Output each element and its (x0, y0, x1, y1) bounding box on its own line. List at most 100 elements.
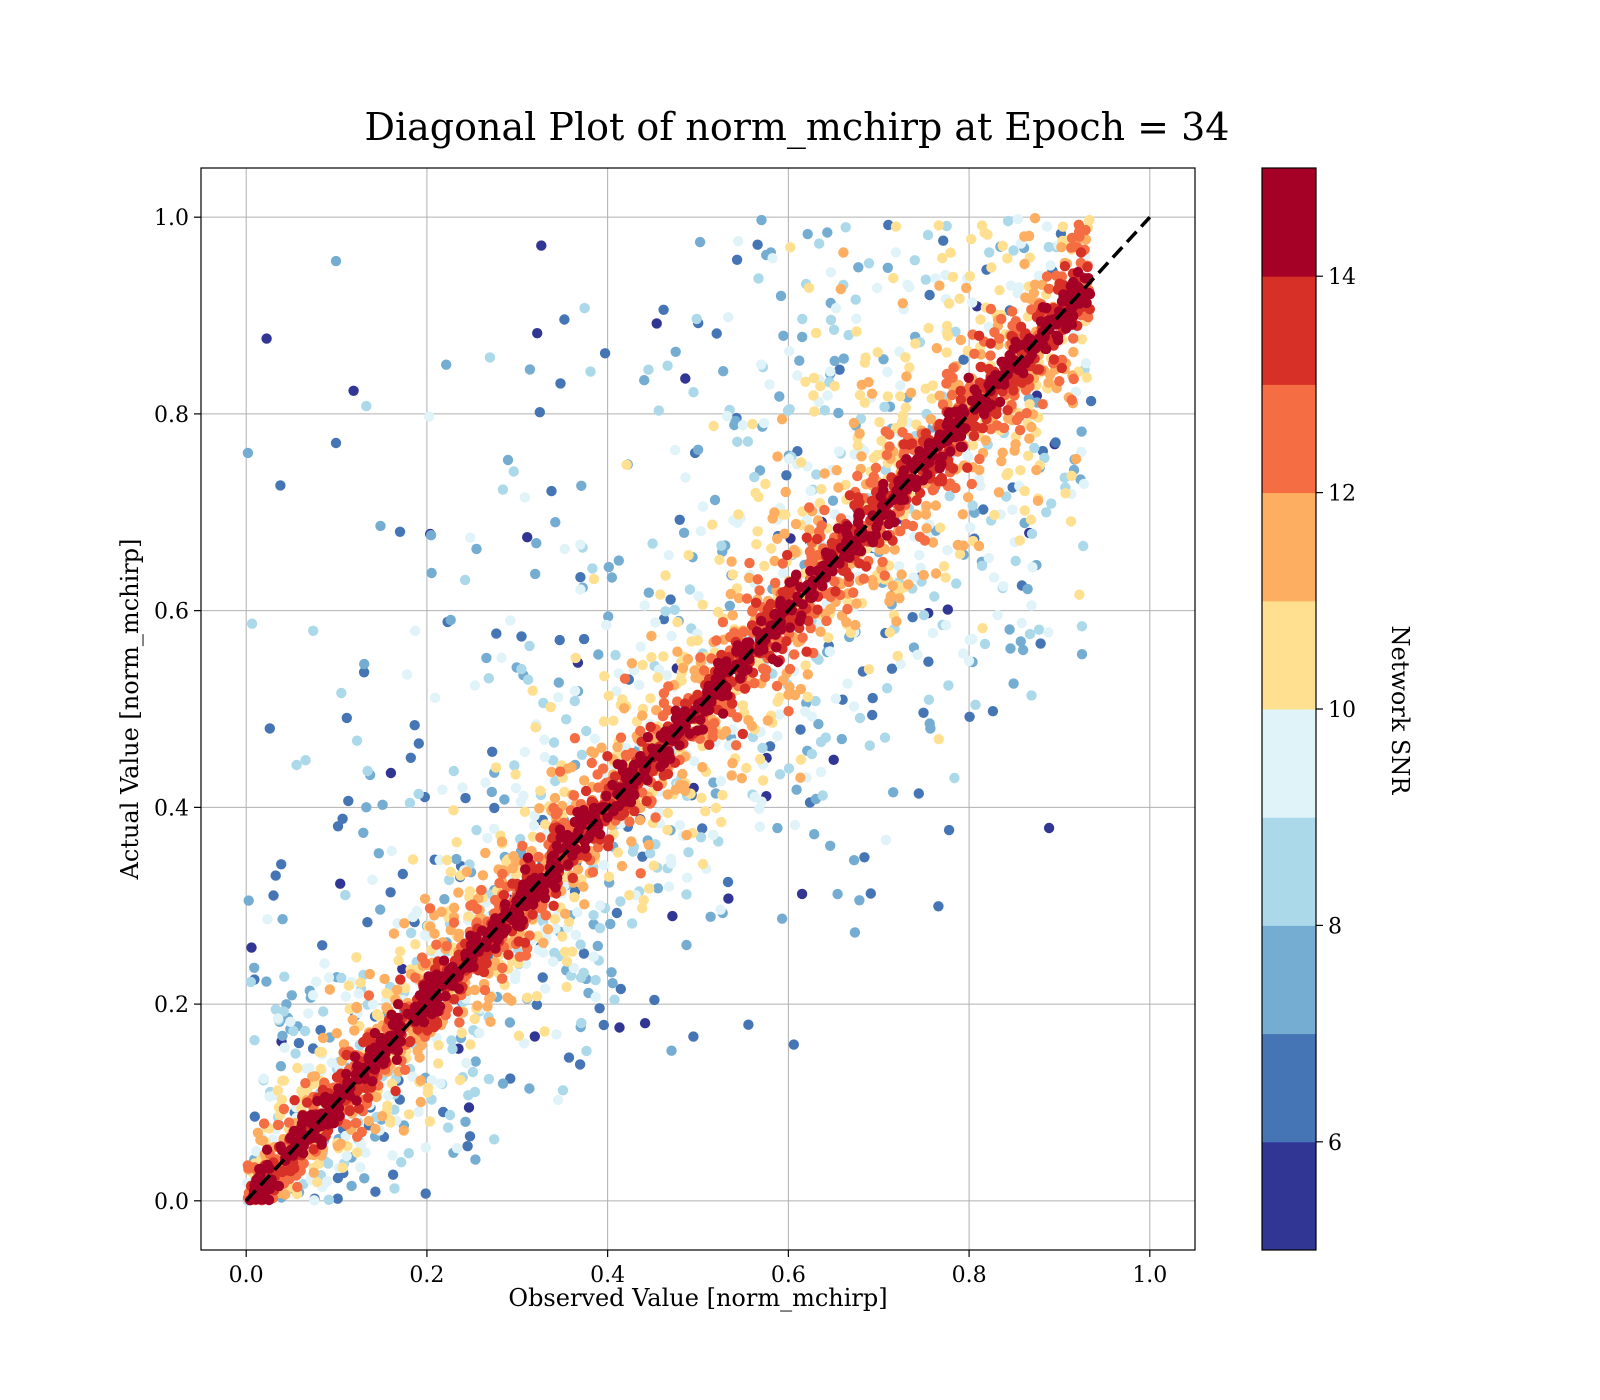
scatter-point (326, 1057, 337, 1068)
scatter-point (816, 520, 827, 531)
colorbar-segment (1262, 817, 1316, 926)
scatter-point (548, 737, 560, 748)
scatter-point (733, 509, 744, 520)
scatter-point (1015, 465, 1026, 476)
scatter-point (439, 894, 450, 905)
scatter-point (643, 587, 654, 598)
scatter-point (539, 734, 550, 745)
scatter-point (531, 991, 543, 1002)
scatter-point (933, 476, 944, 487)
scatter-point (497, 868, 508, 880)
scatter-point (838, 353, 849, 364)
scatter-point (454, 1074, 466, 1086)
scatter-point (1075, 247, 1087, 258)
scatter-point (737, 700, 749, 711)
scatter-point (922, 469, 933, 480)
scatter-point (353, 988, 364, 999)
scatter-point (616, 759, 628, 770)
scatter-point (254, 1163, 265, 1175)
scatter-point (462, 1141, 473, 1152)
scatter-point (601, 619, 612, 631)
scatter-point (435, 1078, 446, 1089)
scatter-point (469, 1013, 480, 1025)
scatter-point (521, 992, 533, 1003)
scatter-point (1007, 504, 1018, 515)
scatter-point (859, 357, 871, 368)
scatter-point (311, 976, 322, 987)
scatter-point (752, 526, 763, 537)
scatter-point (1031, 464, 1042, 476)
scatter-point (643, 364, 654, 375)
scatter-point (920, 274, 931, 285)
scatter-point (598, 860, 610, 871)
scatter-point (1002, 253, 1013, 264)
scatter-point (753, 646, 765, 657)
scatter-point (760, 478, 771, 490)
scatter-point (662, 360, 673, 371)
scatter-point (609, 994, 620, 1005)
scatter-point (693, 591, 704, 602)
scatter-point (579, 899, 590, 910)
scatter-point (385, 887, 396, 898)
scatter-point (367, 999, 379, 1010)
scatter-point (1012, 287, 1023, 299)
y-axis-ticks: 0.00.20.40.60.81.0 (154, 206, 201, 1215)
scatter-point (575, 939, 586, 950)
scatter-point (555, 378, 566, 389)
scatter-point (1068, 276, 1079, 288)
scatter-point (377, 1111, 388, 1122)
scatter-point (405, 752, 416, 763)
scatter-point (510, 973, 521, 985)
scatter-point (771, 642, 782, 653)
scatter-point (531, 538, 542, 549)
scatter-point (1005, 643, 1016, 654)
scatter-point (323, 972, 335, 983)
scatter-point (884, 441, 895, 452)
scatter-point (1054, 376, 1065, 387)
scatter-point (246, 942, 257, 953)
scatter-point (677, 662, 689, 674)
scatter-point (308, 1167, 319, 1178)
scatter-point (645, 693, 656, 704)
scatter-point (467, 899, 478, 910)
scatter-point (797, 331, 808, 343)
scatter-point (510, 782, 522, 794)
scatter-point (878, 478, 889, 490)
scatter-point (525, 897, 536, 909)
scatter-point (722, 876, 734, 888)
scatter-point (681, 889, 692, 900)
scatter-point (680, 472, 691, 483)
scatter-point (413, 788, 424, 800)
scatter-point (989, 572, 1000, 583)
scatter-point (308, 625, 319, 636)
scatter-point (606, 572, 618, 583)
scatter-point (480, 847, 491, 859)
scatter-point (707, 726, 718, 737)
scatter-point (1043, 627, 1054, 638)
scatter-point (723, 312, 734, 323)
scatter-point (904, 282, 915, 293)
scatter-point (1033, 270, 1045, 281)
scatter-point (800, 376, 811, 387)
scatter-point (537, 972, 548, 983)
scatter-point (780, 509, 791, 520)
scatter-point (689, 756, 700, 767)
scatter-point (783, 763, 795, 774)
scatter-point (829, 381, 840, 392)
scatter-point (438, 955, 450, 966)
scatter-point (388, 928, 400, 939)
scatter-point (626, 658, 638, 669)
scatter-point (436, 906, 447, 917)
scatter-point (854, 428, 865, 439)
scatter-point (980, 435, 991, 446)
scatter-point (760, 671, 771, 683)
scatter-point (802, 669, 813, 680)
scatter-point (833, 407, 844, 419)
scatter-point (1065, 516, 1077, 527)
scatter-point (363, 1092, 374, 1104)
scatter-point (707, 519, 718, 530)
scatter-point (874, 416, 885, 428)
scatter-point (1037, 399, 1048, 410)
scatter-point (778, 330, 789, 341)
scatter-point (639, 375, 650, 386)
